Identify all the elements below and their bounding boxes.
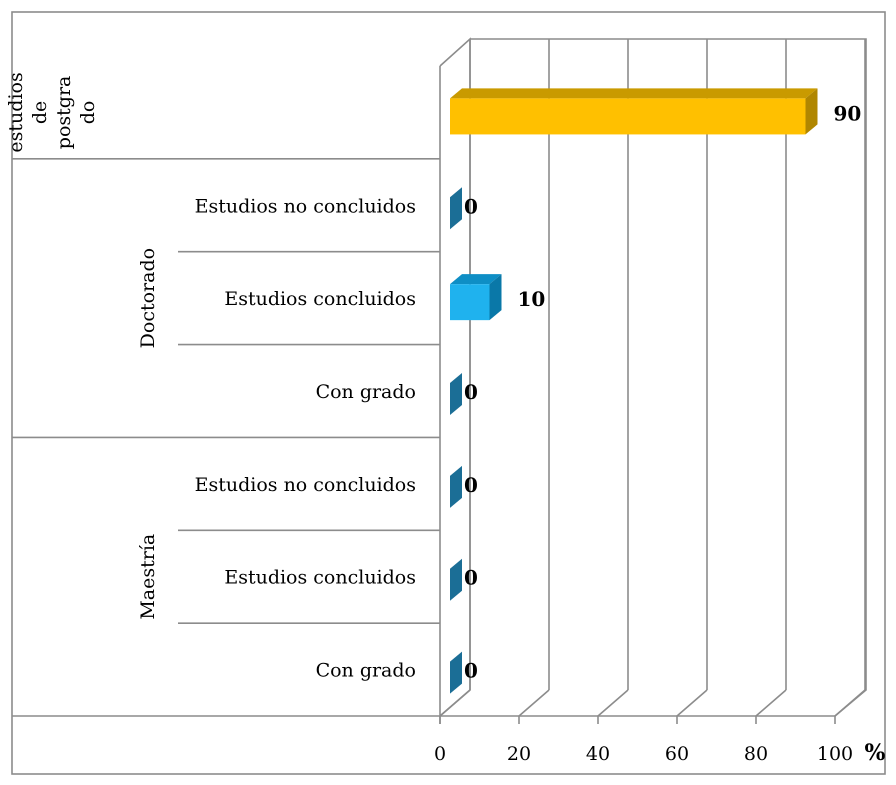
bar-zero-sliver [450,558,462,601]
bar [450,88,818,135]
category-label: Estudios concluidos [224,288,416,310]
category-label: Estudios concluidos [224,567,416,589]
left-wall-outline [439,37,471,717]
x-tick-label: 20 [507,743,531,765]
bar-front-face [450,284,490,321]
x-unit-label: % [865,740,886,766]
data-label: 0 [464,194,478,218]
value-axis: 0 20 40 60 80 100% [12,66,886,766]
chart-grid [439,37,867,717]
bar-top-face [450,274,502,285]
floor-gridline [439,689,471,717]
bar-zero-sliver [450,187,462,230]
bar-side-face [489,274,502,321]
group-label-maestr-a: Maestría [137,534,159,620]
back-wall-outline [470,38,867,717]
bar [450,558,462,601]
bars [450,88,818,694]
category-label-line: de [29,101,51,124]
floor-gridline [755,689,787,717]
category-label: Estudios no concluidos [195,474,416,496]
floor-gridline [518,689,550,717]
data-labels: 90 0 10 0 0 0 0 [464,101,861,682]
floor-gridline [597,689,629,717]
x-tick-label: 60 [665,743,689,765]
category-label-line: postgra [53,76,75,150]
bar [450,651,462,694]
x-tick-label: 40 [586,743,610,765]
bar-front-face [450,98,806,135]
x-tick-label: 100 [817,743,853,765]
category-label: Con grado [316,660,416,682]
group-label-doctorado: Doctorado [137,248,159,348]
category-label: Estudios no concluidos [195,195,416,217]
bar-zero-sliver [450,465,462,508]
outer-border [11,11,886,775]
chart-frame [11,11,886,775]
x-tick-label: 0 [434,743,446,765]
floor-gridline [676,689,708,717]
bar [450,465,462,508]
bar-side-face [805,88,818,135]
data-label: 0 [464,566,478,590]
category-label-line: do [77,101,99,125]
floor-gridline [834,689,866,717]
bar-zero-sliver [450,373,462,415]
data-label: 10 [518,287,546,311]
category-axis: No tiene estudios de postgra do Estudios no c… [0,71,440,682]
category-label: Con grado [316,381,416,403]
bar [450,187,462,230]
category-label-line: No tiene [0,71,3,154]
x-tick-label: 80 [744,743,768,765]
data-label: 0 [464,659,478,683]
bar [450,373,462,415]
bar-zero-sliver [450,651,462,694]
bar-top-face [450,88,818,99]
data-label: 0 [464,380,478,404]
category-label-no-tiene-estudios: No tiene estudios de postgra do [0,71,99,154]
data-label: 90 [834,101,862,125]
data-label: 0 [464,473,478,497]
category-label-line: estudios [5,72,27,152]
bar [450,274,502,321]
